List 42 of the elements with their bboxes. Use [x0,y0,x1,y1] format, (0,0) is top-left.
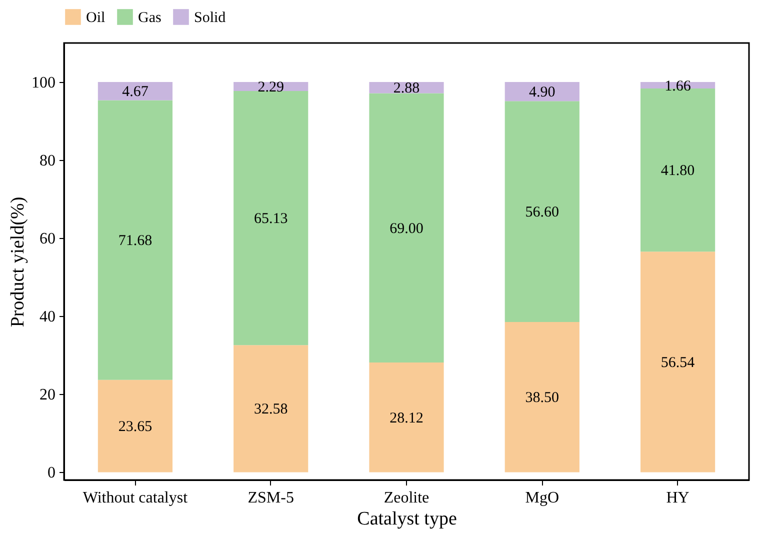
data-label: 38.50 [525,390,560,406]
x-tick-label: ZSM-5 [248,490,294,506]
y-tick-label: 60 [40,230,56,248]
data-label: 69.00 [390,220,424,237]
bar [369,362,444,472]
data-label: 71.68 [118,233,152,250]
data-label: 4.90 [529,84,556,101]
data-label: 65.13 [254,211,288,228]
bar [504,101,580,322]
data-label: 23.65 [118,419,152,436]
bar [98,380,173,472]
data-label: 28.12 [390,410,424,426]
x-tick-label: Without catalyst [82,490,188,506]
x-tick-label: MgO [525,490,560,506]
y-axis-title: Product yield(%) [8,196,28,328]
x-tick-label: HY [666,490,690,506]
y-tick-label: 40 [40,308,56,326]
legend-label: Oil [86,10,106,26]
data-label: 4.67 [122,84,149,100]
legend-label: Solid [194,10,226,26]
y-tick-label: 80 [40,152,56,170]
bar [504,82,580,102]
data-label: 2.29 [258,79,284,96]
y-tick-label: 100 [32,74,56,92]
x-axis-title: Catalyst type [357,508,457,530]
data-label: 56.60 [525,204,560,221]
bar [640,252,716,472]
data-label: 32.58 [254,402,288,418]
legend-label: Gas [138,10,162,26]
bar [234,90,308,346]
bar [98,82,173,100]
bar [504,322,580,472]
data-label: 1.66 [664,78,692,94]
data-label: 56.54 [660,354,696,371]
bar [98,100,173,380]
y-tick-label: 0 [48,464,56,482]
x-tick-label: Zeolite [384,490,430,506]
bar [369,93,444,362]
bar [234,345,308,472]
data-label: 2.88 [393,80,420,97]
data-label: 41.80 [660,163,695,180]
y-tick-label: 20 [40,386,56,404]
